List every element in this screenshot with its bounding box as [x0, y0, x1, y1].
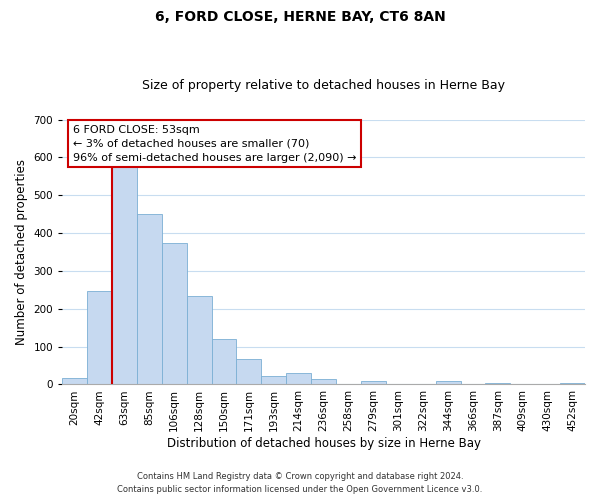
Bar: [137, 214, 162, 384]
Bar: [87, 290, 112, 384]
Bar: [361, 380, 386, 384]
Y-axis label: Number of detached properties: Number of detached properties: [15, 159, 28, 345]
Bar: [112, 164, 137, 384]
Text: 6 FORD CLOSE: 53sqm
← 3% of detached houses are smaller (70)
96% of semi-detache: 6 FORD CLOSE: 53sqm ← 3% of detached hou…: [73, 125, 356, 163]
Title: Size of property relative to detached houses in Herne Bay: Size of property relative to detached ho…: [142, 79, 505, 92]
Bar: [436, 382, 461, 384]
Bar: [62, 378, 87, 384]
Bar: [162, 242, 187, 384]
X-axis label: Distribution of detached houses by size in Herne Bay: Distribution of detached houses by size …: [167, 437, 481, 450]
Bar: [485, 382, 511, 384]
Bar: [212, 339, 236, 384]
Text: 6, FORD CLOSE, HERNE BAY, CT6 8AN: 6, FORD CLOSE, HERNE BAY, CT6 8AN: [155, 10, 445, 24]
Bar: [286, 373, 311, 384]
Bar: [311, 379, 336, 384]
Text: Contains HM Land Registry data © Crown copyright and database right 2024.
Contai: Contains HM Land Registry data © Crown c…: [118, 472, 482, 494]
Bar: [262, 376, 286, 384]
Bar: [236, 359, 262, 384]
Bar: [187, 296, 212, 384]
